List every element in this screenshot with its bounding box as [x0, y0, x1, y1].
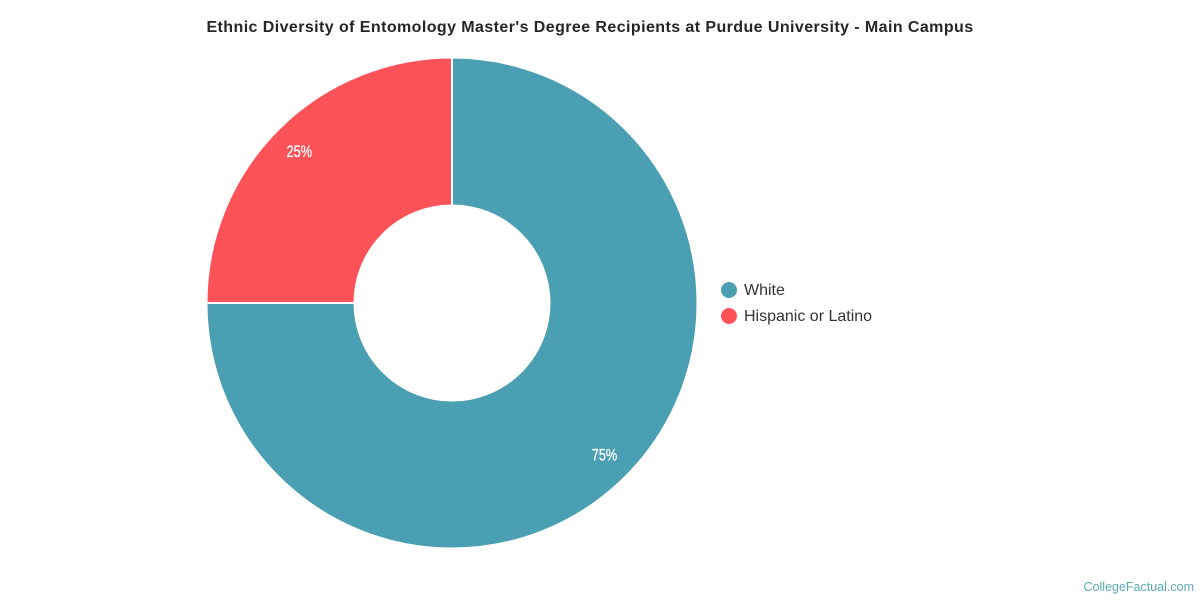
- svg-text:75%: 75%: [592, 446, 618, 465]
- svg-text:25%: 25%: [287, 142, 313, 161]
